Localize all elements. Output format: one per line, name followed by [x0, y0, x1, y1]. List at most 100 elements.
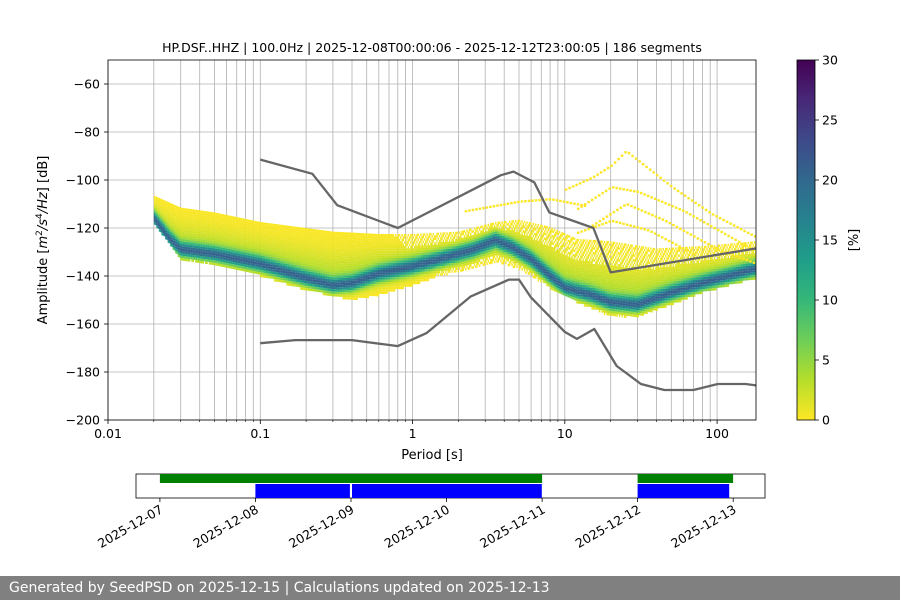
psd-cell: [307, 252, 310, 255]
psd-cell: [322, 266, 325, 269]
psd-cell: [216, 212, 218, 216]
psd-cell: [262, 263, 265, 266]
psd-cell: [175, 224, 177, 227]
psd-cell: [262, 270, 265, 273]
psd-cell: [200, 251, 202, 254]
psd-cell: [195, 255, 197, 258]
psd-cell: [197, 217, 200, 220]
psd-cell: [363, 283, 366, 287]
psd-cell: [213, 231, 216, 235]
psd-cell: [210, 240, 212, 244]
psd-cell: [308, 262, 311, 265]
psd-cell: [203, 239, 206, 243]
psd-cell: [373, 257, 376, 261]
psd-cell: [193, 233, 196, 236]
psd-cell: [158, 222, 161, 225]
psd-cell: [270, 271, 272, 274]
psd-cell: [275, 260, 277, 263]
psd-cell: [277, 238, 280, 242]
psd-cell: [257, 250, 260, 253]
psd-cell: [295, 250, 297, 254]
psd-cell: [341, 275, 343, 278]
psd-cell: [291, 242, 293, 246]
psd-cell: [185, 210, 187, 214]
psd-cell: [393, 250, 396, 254]
psd-cell: [243, 242, 246, 246]
psd-cell: [172, 206, 175, 210]
psd-cell: [260, 229, 262, 232]
psd-cell: [158, 229, 161, 232]
psd-cell: [252, 244, 255, 247]
psd-cell: [310, 276, 312, 280]
psd-cell: [330, 286, 332, 289]
psd-cell: [395, 272, 397, 275]
psd-cell: [366, 259, 368, 263]
psd-cell: [396, 282, 398, 285]
psd-cell: [332, 238, 335, 242]
psd-cell: [227, 220, 230, 223]
psd-cell: [212, 231, 215, 234]
psd-cell: [310, 255, 312, 258]
psd-cell: [173, 209, 176, 213]
psd-cell: [326, 269, 328, 272]
psd-cell: [272, 242, 275, 246]
psd-cell: [190, 225, 192, 229]
psd-cell: [373, 276, 376, 280]
psd-cell: [188, 228, 191, 231]
psd-cell: [176, 217, 178, 221]
psd-cell: [400, 250, 402, 254]
psd-cell: [336, 246, 338, 249]
psd-cell: [346, 285, 348, 288]
psd-cell: [363, 278, 366, 282]
psd-cell: [398, 284, 401, 287]
psd-cell: [333, 236, 336, 239]
psd-cell: [285, 268, 287, 271]
psd-cell: [296, 248, 298, 251]
psd-cell: [387, 248, 390, 251]
psd-cell: [288, 283, 291, 286]
psd-cell: [403, 282, 406, 285]
psd-cell: [301, 232, 303, 235]
psd-cell: [371, 274, 373, 277]
psd-cell: [201, 261, 203, 264]
psd-cell: [190, 257, 192, 260]
psd-cell: [358, 295, 361, 298]
psd-cell: [292, 252, 295, 256]
psd-cell: [213, 222, 216, 225]
psd-cell: [235, 236, 237, 239]
psd-cell: [385, 289, 387, 292]
psd-cell: [186, 242, 188, 245]
psd-cell: [197, 250, 200, 254]
psd-cell: [306, 247, 308, 250]
psd-cell: [295, 262, 297, 266]
psd-cell: [391, 279, 393, 282]
psd-cell: [227, 224, 230, 228]
psd-cell: [381, 236, 383, 239]
psd-cell: [291, 226, 293, 229]
psd-cell: [157, 226, 160, 229]
psd-cell: [391, 253, 393, 256]
psd-cell: [253, 268, 256, 272]
psd-cell: [271, 230, 273, 234]
psd-cell: [408, 267, 411, 270]
psd-cell: [331, 265, 333, 268]
psd-cell: [410, 272, 412, 275]
psd-cell: [363, 293, 366, 296]
psd-cell: [355, 261, 357, 264]
psd-cell: [353, 249, 356, 252]
psd-cell: [345, 270, 347, 274]
psd-cell: [178, 255, 181, 258]
psd-cell: [328, 238, 331, 241]
psd-cell: [290, 274, 292, 277]
psd-cell: [412, 272, 415, 275]
psd-cell: [407, 258, 410, 261]
psd-cell: [215, 212, 217, 216]
psd-cell: [280, 255, 282, 259]
psd-cell: [358, 235, 361, 238]
psd-cell: [167, 223, 170, 227]
psd-cell: [361, 276, 363, 279]
psd-cell: [293, 231, 296, 234]
psd-cell: [238, 232, 241, 235]
psd-cell: [350, 244, 352, 247]
psd-cell: [227, 260, 230, 264]
